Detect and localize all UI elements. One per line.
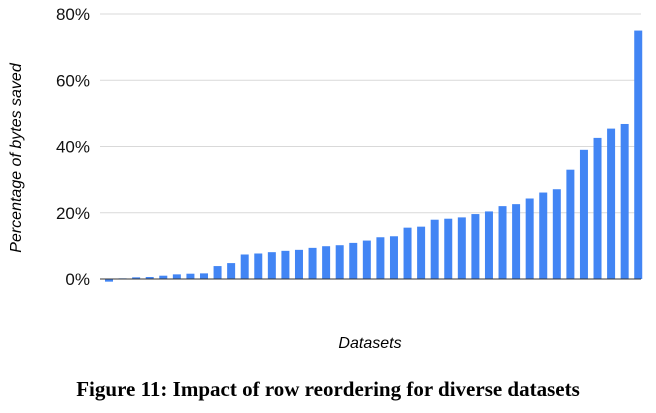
bar	[199, 273, 208, 279]
bar	[593, 137, 602, 279]
bar	[620, 123, 629, 279]
bar	[457, 217, 466, 279]
bar	[403, 227, 412, 279]
bar	[498, 206, 507, 280]
y-axis-label: Percentage of bytes saved	[8, 62, 25, 253]
bar	[145, 277, 154, 279]
bar	[552, 189, 561, 279]
bars	[105, 30, 643, 282]
bar	[335, 245, 344, 279]
bar	[294, 249, 303, 279]
bar	[213, 266, 222, 279]
bar	[349, 242, 358, 279]
bar	[240, 254, 249, 279]
bar	[607, 128, 616, 279]
y-tick-label: 40%	[56, 138, 90, 157]
bar	[634, 30, 643, 280]
y-tick-label: 80%	[56, 5, 90, 24]
bar	[539, 192, 548, 279]
bar	[376, 237, 385, 279]
bar	[512, 204, 521, 279]
bar	[227, 263, 236, 279]
bar	[525, 198, 534, 279]
y-tick-label: 0%	[65, 270, 90, 289]
bar	[132, 277, 141, 279]
bar	[417, 226, 426, 279]
y-tick-label: 20%	[56, 204, 90, 223]
bar	[254, 253, 263, 279]
bar	[362, 240, 371, 279]
bar	[172, 274, 181, 279]
bar	[159, 275, 168, 279]
y-tick-label: 60%	[56, 71, 90, 90]
gridlines	[100, 13, 641, 214]
bar	[308, 247, 317, 279]
bar	[471, 214, 480, 279]
y-axis-ticks: 0% 20% 40% 60% 80%	[56, 5, 90, 289]
bar	[105, 279, 113, 282]
bar	[186, 273, 195, 279]
figure-caption: Figure 11: Impact of row reordering for …	[76, 377, 580, 401]
bar	[430, 219, 439, 279]
bar	[267, 252, 276, 279]
bar	[566, 169, 575, 279]
bar	[281, 250, 290, 279]
bar	[579, 149, 588, 279]
bar	[389, 236, 398, 279]
x-axis-label: Datasets	[338, 335, 401, 352]
bar	[444, 218, 453, 279]
bar	[322, 246, 331, 279]
bar	[484, 211, 493, 279]
